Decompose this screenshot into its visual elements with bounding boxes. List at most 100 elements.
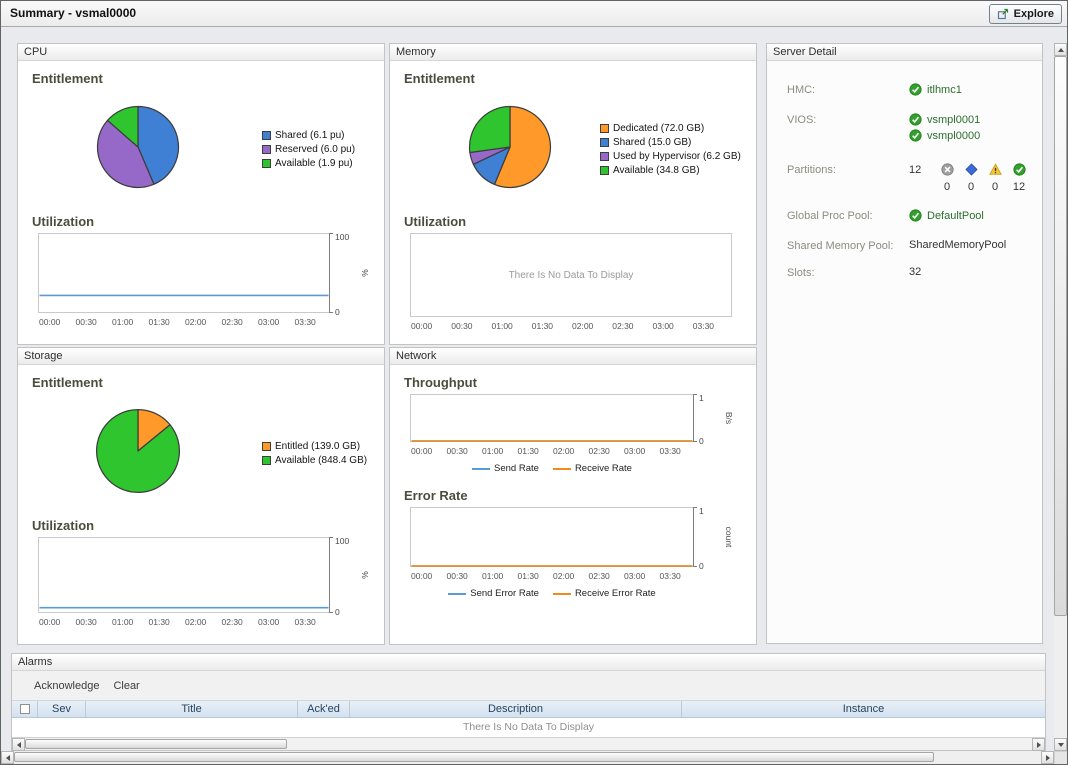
vios-label: VIOS:: [787, 114, 817, 126]
svg-text:02:00: 02:00: [572, 321, 594, 331]
legend-item: Send Rate: [472, 463, 539, 474]
storage-pie-cell: [26, 406, 216, 501]
svg-text:00:00: 00:00: [39, 617, 61, 627]
horizontal-scroll-thumb[interactable]: [14, 752, 934, 762]
svg-text:0: 0: [699, 436, 704, 446]
select-all-cell: [12, 701, 38, 717]
svg-text:03:00: 03:00: [258, 617, 280, 627]
column-header-acked[interactable]: Ack'ed: [298, 701, 350, 717]
memory-panel-body: Entitlement Dedicated (72.0 GB) Shared (…: [390, 61, 756, 338]
svg-text:03:00: 03:00: [653, 321, 675, 331]
right-arrow-icon: [1036, 741, 1041, 748]
scroll-down-button[interactable]: [1054, 738, 1067, 751]
left-arrow-icon: [16, 741, 21, 748]
svg-text:02:00: 02:00: [185, 617, 207, 627]
legend-swatch: [600, 151, 609, 161]
svg-text:01:30: 01:30: [149, 617, 171, 627]
global-proc-pool-row: Global Proc Pool: DefaultPool: [787, 209, 1042, 225]
vertical-scrollbar[interactable]: [1054, 43, 1067, 751]
cpu-entitlement-pie-chart[interactable]: [94, 103, 182, 196]
vios-value-link[interactable]: vsmpl0001: [927, 113, 981, 126]
network-error-rate-legend: Send Error Rate Receive Error Rate: [410, 588, 694, 599]
storage-panel: Storage Entitlement Entitled (139.0 GB): [17, 347, 385, 645]
explore-button[interactable]: Explore: [988, 4, 1062, 24]
cpu-pie-cell: [26, 103, 216, 196]
cpu-panel-body: Entitlement Shared (6.1 pu) Reserved (6.…: [18, 61, 384, 334]
scroll-left-button[interactable]: [1, 751, 14, 764]
scroll-up-button[interactable]: [1054, 43, 1067, 56]
vios-value-link[interactable]: vsmpl0000: [927, 129, 981, 142]
cpu-entitlement-legend: Shared (6.1 pu) Reserved (6.0 pu) Availa…: [216, 127, 376, 172]
svg-text:100: 100: [335, 537, 349, 546]
svg-text:01:30: 01:30: [532, 321, 554, 331]
alarms-scroll-thumb[interactable]: [25, 739, 287, 749]
column-header-instance[interactable]: Instance: [682, 701, 1045, 717]
legend-label: Reserved (6.0 pu): [275, 143, 356, 155]
scroll-right-button[interactable]: [1041, 751, 1054, 764]
memory-utilization-chart[interactable]: There Is No Data To Display 00:00 00:30 01:…: [410, 233, 748, 338]
svg-text:00:00: 00:00: [411, 446, 433, 456]
column-header-label: Ack'ed: [307, 703, 340, 715]
storage-panel-title: Storage: [24, 350, 63, 362]
column-header-title[interactable]: Title: [86, 701, 298, 717]
storage-utilization-heading: Utilization: [32, 518, 95, 533]
svg-text:03:30: 03:30: [295, 617, 317, 627]
storage-entitlement-legend: Entitled (139.0 GB) Available (848.4 GB): [216, 438, 376, 469]
svg-text:02:30: 02:30: [222, 317, 244, 327]
scrollbar-corner: [1054, 751, 1067, 764]
legend-label: Dedicated (72.0 GB): [613, 122, 705, 134]
legend-item: Shared (6.1 pu): [262, 130, 376, 141]
vertical-scroll-thumb[interactable]: [1054, 56, 1067, 616]
memory-entitlement-heading: Entitlement: [404, 71, 475, 86]
horizontal-scrollbar[interactable]: [1, 751, 1054, 764]
storage-utilization-chart[interactable]: 100 0% 00:00 00:30 01:00 01:30 02:00 02:30 03:00…: [38, 536, 376, 634]
select-all-checkbox[interactable]: [19, 704, 30, 714]
memory-panel: Memory Entitlement Dedicated (72.0 GB): [389, 43, 757, 345]
partition-warning-icon: [983, 163, 1007, 176]
legend-item: Reserved (6.0 pu): [262, 144, 376, 155]
column-header-description[interactable]: Description: [350, 701, 682, 717]
legend-label: Available (848.4 GB): [275, 454, 368, 466]
partition-running-icon: [1007, 163, 1031, 176]
legend-swatch: [600, 137, 609, 147]
legend-swatch: [262, 158, 271, 168]
alarms-panel-header: Alarms: [12, 654, 1045, 671]
alarms-horizontal-scrollbar[interactable]: [12, 737, 1045, 751]
shared-memory-pool-value: SharedMemoryPool: [909, 239, 1007, 251]
svg-text:02:00: 02:00: [553, 446, 575, 456]
svg-text:02:30: 02:30: [612, 321, 634, 331]
storage-entitlement-pie-chart[interactable]: [93, 406, 183, 501]
svg-text:%: %: [360, 269, 370, 277]
storage-panel-body: Entitlement Entitled (139.0 GB) Availabl…: [18, 365, 384, 634]
svg-text:%: %: [360, 571, 370, 579]
acknowledge-button[interactable]: Acknowledge: [34, 679, 100, 692]
legend-line-swatch: [552, 467, 571, 470]
svg-text:02:30: 02:30: [589, 446, 611, 456]
network-error-rate-chart[interactable]: 1 0 count 00:00 00:30 01:00 01:30 02:00 02:30 03:…: [410, 506, 748, 588]
svg-text:100: 100: [335, 233, 349, 242]
legend-swatch: [262, 455, 271, 465]
svg-text:1: 1: [699, 507, 704, 516]
right-arrow-icon: [1045, 754, 1050, 761]
network-throughput-chart[interactable]: 1 0 B/s 00:00 00:30 01:00 01:30 02:00 02:30 03:00…: [410, 393, 748, 463]
storage-entitlement-heading: Entitlement: [32, 375, 103, 390]
svg-text:0: 0: [699, 561, 704, 571]
svg-text:1: 1: [699, 394, 704, 403]
vios-row: VIOS: vsmpl0001 vsmpl0000: [787, 113, 1042, 145]
global-proc-pool-value-link[interactable]: DefaultPool: [927, 209, 984, 222]
scroll-left-button[interactable]: [12, 738, 25, 751]
column-header-sev[interactable]: Sev: [38, 701, 86, 717]
clear-button[interactable]: Clear: [113, 679, 140, 692]
alarms-empty-message: There Is No Data To Display: [462, 721, 595, 733]
hmc-value-link[interactable]: itlhmc1: [927, 83, 962, 96]
scroll-right-button[interactable]: [1032, 738, 1045, 751]
legend-label: Shared (15.0 GB): [613, 136, 692, 148]
memory-entitlement-pie-chart[interactable]: [466, 103, 554, 196]
svg-text:00:30: 00:30: [76, 617, 98, 627]
legend-label: Available (1.9 pu): [275, 157, 353, 169]
cpu-utilization-chart[interactable]: 100 0% 00:00 00:30 01:00 01:30 02:00 02:30 03:00…: [38, 232, 376, 334]
alarms-panel: Alarms Acknowledge Clear Sev Title Ack'e…: [11, 653, 1046, 751]
left-arrow-icon: [5, 754, 10, 761]
network-panel-header: Network: [390, 348, 756, 365]
legend-label: Entitled (139.0 GB): [275, 440, 361, 452]
